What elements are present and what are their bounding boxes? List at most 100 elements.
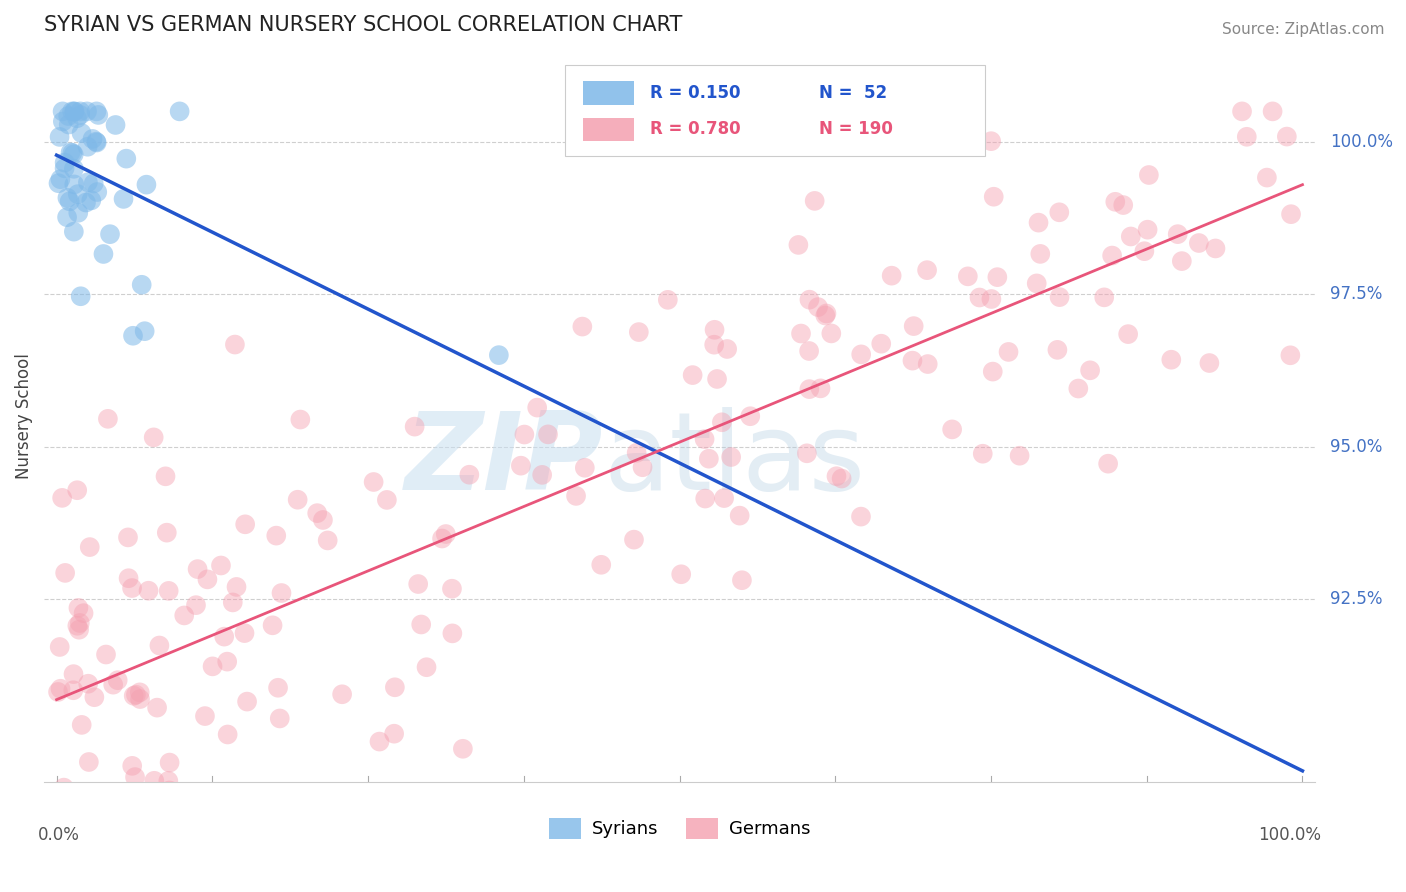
Point bbox=[682, 368, 704, 383]
Point bbox=[815, 306, 838, 320]
FancyBboxPatch shape bbox=[583, 118, 634, 141]
Point bbox=[69, 108, 91, 122]
Point bbox=[796, 446, 818, 460]
Point bbox=[1067, 382, 1090, 396]
Text: R = 0.780: R = 0.780 bbox=[651, 120, 741, 138]
Point bbox=[269, 711, 291, 725]
Point bbox=[82, 802, 104, 816]
Point bbox=[76, 140, 98, 154]
Point bbox=[115, 152, 138, 166]
Point bbox=[404, 419, 426, 434]
Point bbox=[62, 147, 84, 161]
Point bbox=[799, 382, 821, 396]
Point bbox=[1136, 222, 1159, 236]
Point bbox=[159, 756, 181, 770]
Point bbox=[63, 225, 86, 239]
Point bbox=[1204, 242, 1226, 256]
Point bbox=[173, 608, 195, 623]
Point bbox=[430, 532, 453, 546]
Point bbox=[270, 586, 292, 600]
Point bbox=[233, 626, 256, 640]
Point bbox=[710, 415, 733, 429]
Point bbox=[59, 194, 82, 209]
Point bbox=[58, 109, 80, 123]
Point bbox=[131, 277, 153, 292]
Point bbox=[312, 513, 335, 527]
Point bbox=[1078, 363, 1101, 377]
Point bbox=[513, 427, 536, 442]
Point bbox=[77, 676, 100, 690]
Point bbox=[695, 491, 717, 506]
Point bbox=[76, 104, 98, 119]
Point bbox=[969, 291, 991, 305]
Point bbox=[46, 685, 69, 699]
Point bbox=[52, 104, 75, 119]
Point bbox=[97, 412, 120, 426]
Point bbox=[58, 118, 80, 132]
Point bbox=[531, 467, 554, 482]
Point bbox=[703, 337, 725, 351]
Point bbox=[224, 337, 246, 351]
Point bbox=[222, 595, 245, 609]
Point bbox=[706, 372, 728, 386]
Point bbox=[53, 566, 76, 580]
Point bbox=[112, 192, 135, 206]
Text: atlas: atlas bbox=[603, 407, 865, 513]
Point bbox=[797, 343, 820, 358]
Point bbox=[1097, 457, 1119, 471]
Y-axis label: Nursery School: Nursery School bbox=[15, 353, 32, 479]
Point bbox=[117, 571, 139, 585]
Point bbox=[997, 345, 1019, 359]
Point bbox=[290, 412, 312, 426]
Point bbox=[67, 623, 90, 637]
Point bbox=[368, 734, 391, 748]
Point bbox=[814, 309, 837, 323]
Point bbox=[669, 567, 692, 582]
Point bbox=[415, 660, 437, 674]
Point bbox=[63, 104, 86, 119]
Point bbox=[60, 145, 83, 160]
Point bbox=[148, 639, 170, 653]
Point bbox=[1137, 168, 1160, 182]
Point bbox=[375, 492, 398, 507]
Point bbox=[169, 104, 191, 119]
Point bbox=[266, 805, 288, 820]
Point bbox=[146, 700, 169, 714]
Text: N =  52: N = 52 bbox=[820, 84, 887, 102]
Point bbox=[1025, 277, 1047, 291]
Text: ZIP: ZIP bbox=[405, 407, 603, 513]
Point bbox=[121, 759, 143, 773]
Point bbox=[134, 324, 156, 338]
Point bbox=[80, 194, 103, 208]
Point bbox=[262, 618, 284, 632]
Point bbox=[56, 210, 79, 224]
Point bbox=[52, 780, 75, 795]
Text: Source: ZipAtlas.com: Source: ZipAtlas.com bbox=[1222, 22, 1385, 37]
Point bbox=[820, 326, 842, 341]
Point bbox=[917, 357, 939, 371]
Point bbox=[693, 432, 716, 446]
Point bbox=[411, 617, 433, 632]
Point bbox=[75, 866, 97, 880]
Point bbox=[831, 471, 853, 485]
Point bbox=[986, 270, 1008, 285]
Point bbox=[51, 491, 73, 505]
Point bbox=[928, 104, 950, 119]
Point bbox=[77, 755, 100, 769]
Point bbox=[915, 263, 938, 277]
Point bbox=[62, 683, 84, 698]
Point bbox=[83, 690, 105, 705]
Point bbox=[93, 247, 115, 261]
Point bbox=[104, 118, 127, 132]
Point bbox=[1171, 254, 1194, 268]
Point bbox=[1116, 327, 1139, 342]
Point bbox=[287, 492, 309, 507]
Point bbox=[1279, 207, 1302, 221]
Point bbox=[117, 530, 139, 544]
Point bbox=[87, 843, 110, 857]
Point bbox=[849, 509, 872, 524]
Point bbox=[720, 450, 742, 464]
Point bbox=[87, 843, 110, 857]
Point bbox=[316, 533, 339, 548]
Point bbox=[70, 718, 93, 732]
